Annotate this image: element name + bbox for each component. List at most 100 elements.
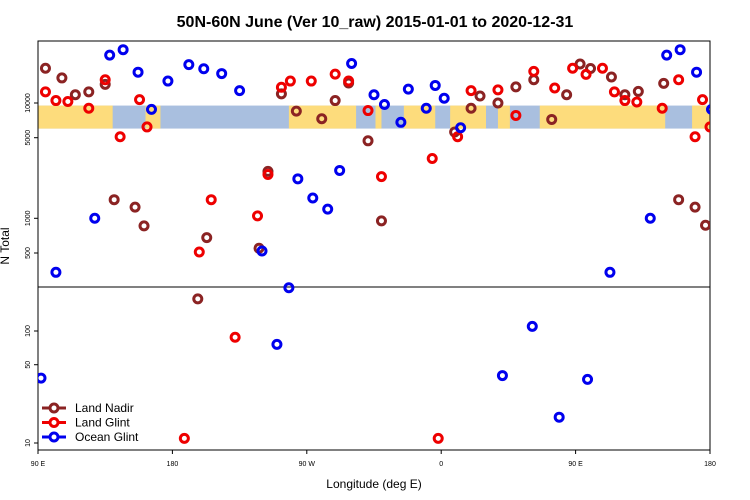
legend-marker	[48, 417, 60, 428]
point-land-glint	[362, 105, 374, 117]
point-land-glint	[712, 434, 720, 442]
point-ocean-glint	[198, 63, 210, 75]
point-ocean-glint	[322, 203, 334, 215]
point-land-glint	[510, 109, 522, 121]
point-ocean-glint	[307, 192, 319, 204]
point-ocean-glint	[438, 92, 450, 104]
point-land-glint	[528, 65, 540, 77]
map-land	[692, 105, 710, 129]
point-land-glint	[50, 95, 62, 107]
point-land-glint	[39, 86, 51, 98]
point-land-nadir	[673, 194, 685, 206]
point-ocean-glint	[378, 99, 390, 111]
point-land-nadir	[201, 232, 213, 244]
legend-marker	[48, 431, 60, 443]
point-ocean-glint	[455, 122, 467, 134]
point-land-glint	[608, 86, 620, 98]
point-land-glint	[492, 84, 504, 96]
point-land-nadir	[700, 219, 710, 231]
point-ocean-glint	[38, 372, 47, 384]
point-land-nadir	[329, 95, 341, 107]
point-land-nadir	[362, 135, 374, 147]
point-land-nadir	[546, 113, 558, 125]
point-ocean-glint	[50, 266, 62, 278]
point-ocean-glint	[368, 89, 380, 101]
point-ocean-glint	[271, 338, 283, 350]
point-land-nadir	[465, 102, 477, 114]
point-land-nadir	[69, 89, 81, 101]
point-ocean-glint	[132, 66, 144, 78]
point-ocean-glint	[705, 104, 710, 115]
point-ocean-glint	[420, 102, 432, 114]
point-land-nadir	[316, 113, 328, 125]
x-axis-label: Longitude (deg E)	[326, 477, 421, 491]
y-tick-label: 10	[25, 439, 32, 447]
point-ocean-glint	[145, 103, 157, 115]
x-tick-label: 90 E	[31, 461, 46, 468]
point-land-glint	[432, 432, 444, 444]
point-ocean-glint	[234, 85, 246, 97]
point-land-nadir	[192, 293, 204, 305]
point-land-glint	[452, 131, 464, 143]
plot-frame	[37, 40, 711, 451]
map-land	[497, 105, 510, 129]
point-land-nadir	[39, 62, 51, 74]
point-ocean-glint	[216, 68, 228, 80]
point-land-glint	[205, 194, 217, 206]
point-ocean-glint	[402, 83, 414, 95]
point-land-nadir	[658, 77, 670, 89]
legend-label: Land Glint	[75, 416, 130, 430]
point-land-glint	[426, 153, 438, 165]
point-land-nadir	[605, 71, 617, 83]
point-land-glint	[596, 62, 608, 74]
point-ocean-glint	[553, 411, 565, 423]
point-ocean-glint	[395, 116, 407, 128]
y-tick-label: 1000	[25, 210, 32, 226]
point-land-nadir	[99, 78, 111, 90]
point-ocean-glint	[496, 370, 508, 382]
point-land-glint	[704, 121, 710, 133]
x-tick-label: 180	[704, 461, 716, 468]
point-land-glint	[329, 68, 341, 80]
point-land-nadir	[689, 201, 701, 213]
map-land	[38, 105, 113, 129]
point-land-glint	[697, 94, 709, 106]
point-ocean-glint	[346, 58, 358, 70]
point-land-glint	[580, 68, 592, 80]
point-ocean-glint	[89, 212, 101, 224]
point-land-nadir	[632, 85, 644, 97]
legend-label: Ocean Glint	[75, 430, 139, 444]
y-tick-label: 500	[25, 247, 32, 259]
point-land-nadir	[56, 72, 68, 84]
x-tick-label: 90 W	[299, 461, 316, 468]
point-ocean-glint	[162, 75, 174, 87]
point-ocean-glint	[283, 282, 295, 294]
point-ocean-glint	[526, 320, 538, 332]
point-land-glint	[114, 131, 126, 143]
point-land-glint	[465, 85, 477, 97]
y-tick-label: 5000	[25, 130, 32, 146]
point-land-glint	[305, 75, 317, 87]
point-land-glint	[375, 171, 387, 183]
y-axis-label: N Total	[0, 227, 12, 264]
y-tick-label: 10000	[25, 93, 32, 113]
point-land-nadir	[510, 81, 522, 93]
y-tick-label: 50	[25, 361, 32, 369]
point-land-glint	[631, 96, 643, 108]
chart-title: 50N-60N June (Ver 10_raw) 2015-01-01 to …	[177, 14, 574, 31]
point-land-glint	[262, 168, 274, 180]
point-land-nadir	[108, 194, 120, 206]
legend-item-ocean-glint: Ocean Glint	[42, 430, 139, 444]
map-land	[539, 105, 666, 129]
point-ocean-glint	[604, 266, 616, 278]
point-land-nadir	[561, 89, 573, 101]
point-land-nadir	[129, 201, 141, 213]
point-land-glint	[673, 74, 685, 86]
x-tick-label: 90 E	[568, 461, 583, 468]
point-land-nadir	[138, 220, 150, 232]
legend-label: Land Nadir	[75, 401, 134, 415]
x-axis: 90 E 180 90 W 0 90 E 180	[31, 450, 716, 468]
point-land-nadir	[83, 86, 95, 98]
